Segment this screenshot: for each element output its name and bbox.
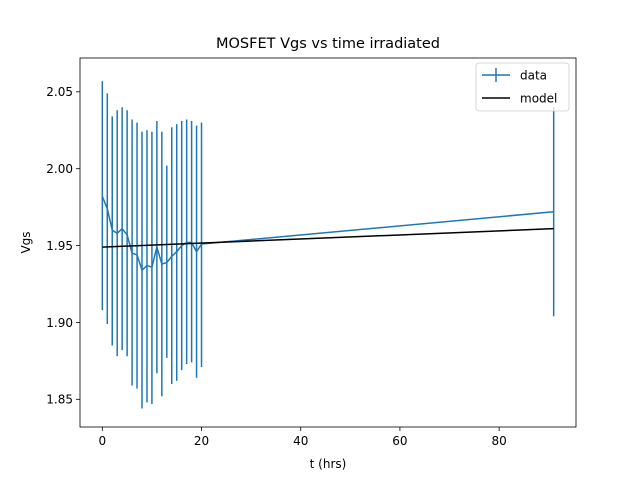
chart-title: MOSFET Vgs vs time irradiated (216, 36, 440, 52)
plot-area (101, 81, 555, 409)
x-tick-label: 60 (392, 434, 407, 448)
x-tick-label: 0 (98, 434, 106, 448)
series-data (101, 81, 555, 409)
legend-item-model: model (482, 92, 557, 106)
x-tick-label: 80 (491, 434, 506, 448)
x-axis: 0 20 40 60 80 (98, 427, 507, 448)
y-tick-label: 1.85 (46, 393, 73, 407)
x-tick-label: 40 (293, 434, 308, 448)
legend: data model (475, 62, 570, 112)
y-tick-label: 1.95 (46, 239, 73, 253)
y-tick-label: 2.00 (46, 162, 73, 176)
x-tick-label: 20 (194, 434, 209, 448)
x-axis-label: t (hrs) (310, 457, 347, 471)
series-model (102, 227, 554, 248)
y-tick-label: 1.90 (46, 316, 73, 330)
y-tick-label: 2.05 (46, 85, 73, 99)
axes-frame (79, 57, 577, 428)
series-line-data (101, 196, 554, 271)
y-axis-label: Vgs (19, 231, 33, 253)
legend-label-data: data (520, 69, 547, 83)
legend-label-model: model (520, 92, 557, 106)
y-axis: 1.85 1.90 1.95 2.00 2.05 (46, 85, 80, 407)
series-line-model (102, 227, 554, 248)
legend-item-data: data (482, 68, 547, 83)
